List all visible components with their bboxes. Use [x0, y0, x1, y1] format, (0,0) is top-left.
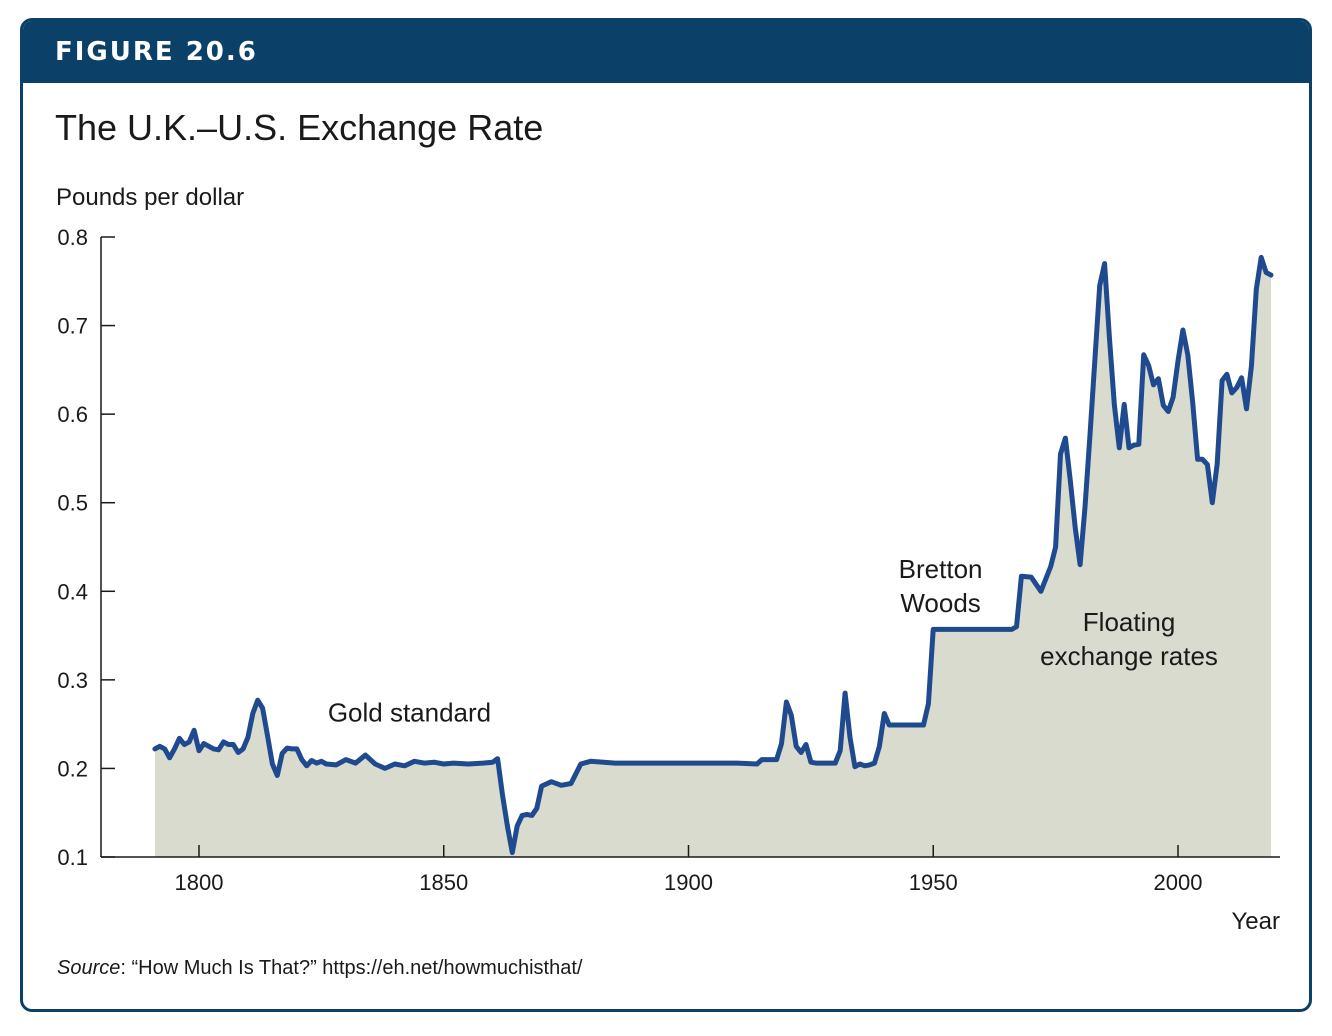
- y-tick-label: 0.2: [57, 756, 88, 781]
- x-tick-label: 1900: [664, 870, 713, 895]
- x-tick-label: 1950: [909, 870, 958, 895]
- x-axis-title: Year: [1232, 908, 1281, 935]
- figure-header: FIGURE 20.6: [23, 21, 1309, 83]
- figure-title: The U.K.–U.S. Exchange Rate: [55, 107, 544, 148]
- source-note: Source: “How Much Is That?” https://eh.n…: [57, 957, 582, 980]
- y-tick-label: 0.1: [57, 845, 88, 870]
- figure-label: FIGURE 20.6: [55, 37, 258, 67]
- source-text: : “How Much Is That?” https://eh.net/how…: [120, 957, 583, 979]
- y-axis-title: Pounds per dollar: [56, 184, 244, 211]
- y-tick-label: 0.3: [57, 668, 88, 693]
- chart-annotation: Gold standard: [328, 697, 491, 727]
- x-tick-label: 1800: [175, 870, 224, 895]
- chart-annotation: Bretton Woods: [899, 554, 983, 618]
- y-tick-label: 0.6: [57, 402, 88, 427]
- y-tick-label: 0.7: [57, 314, 88, 339]
- x-tick-label: 2000: [1154, 870, 1203, 895]
- y-tick-label: 0.4: [57, 579, 88, 604]
- y-tick-label: 0.5: [57, 491, 88, 516]
- area-fill: [154, 257, 1271, 857]
- x-tick-label: 1850: [419, 870, 468, 895]
- chart-annotation: Floating exchange rates: [1040, 607, 1218, 671]
- y-tick-label: 0.8: [57, 225, 88, 250]
- source-label: Source: [57, 957, 121, 979]
- series-line: [152, 254, 1274, 856]
